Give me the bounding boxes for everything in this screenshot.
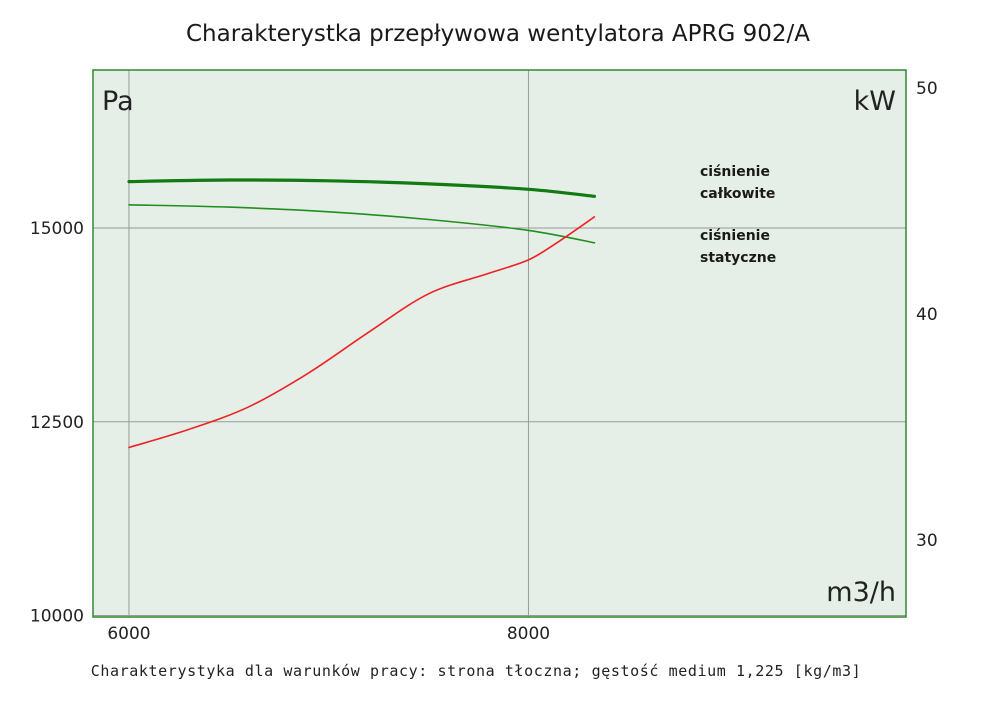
y-tick-label: 12500 bbox=[30, 413, 84, 433]
footnote: Charakterystyka dla warunków pracy: stro… bbox=[91, 662, 861, 680]
tick-labels: 6000 8000 10000 12500 15000 30 40 50 bbox=[30, 79, 938, 644]
series-label-line: ciśnienie bbox=[700, 164, 770, 180]
y-axis-unit-label: Pa bbox=[102, 86, 134, 117]
series-annotations: ciśnienie całkowite ciśnienie statyczne bbox=[700, 164, 776, 266]
x-tick-label: 8000 bbox=[507, 624, 550, 644]
series-line-static-pressure bbox=[128, 204, 596, 244]
series-line-total-pressure bbox=[127, 178, 596, 198]
series-label: ciśnienie statyczne bbox=[700, 228, 776, 266]
series-label-line: ciśnienie bbox=[700, 228, 770, 244]
y2-tick-label: 30 bbox=[916, 531, 938, 551]
y-tick-label: 15000 bbox=[30, 219, 84, 239]
series-label-line: całkowite bbox=[700, 186, 775, 202]
series-label-line: statyczne bbox=[700, 250, 776, 266]
y-tick-label: 10000 bbox=[30, 606, 84, 626]
y2-axis-unit-label: kW bbox=[854, 86, 896, 117]
plot-area bbox=[93, 70, 906, 617]
series-layer bbox=[127, 178, 596, 449]
series-label: ciśnienie całkowite bbox=[700, 164, 775, 202]
series-line-power bbox=[128, 216, 596, 449]
chart-title: Charakterystka przepływowa wentylatora A… bbox=[186, 21, 810, 47]
y2-tick-label: 40 bbox=[916, 305, 938, 325]
x-axis-unit-label: m3/h bbox=[826, 577, 896, 608]
grid-lines bbox=[93, 70, 906, 617]
plot-frame bbox=[92, 69, 907, 618]
y2-tick-label: 50 bbox=[916, 79, 938, 99]
x-tick-label: 6000 bbox=[107, 624, 150, 644]
